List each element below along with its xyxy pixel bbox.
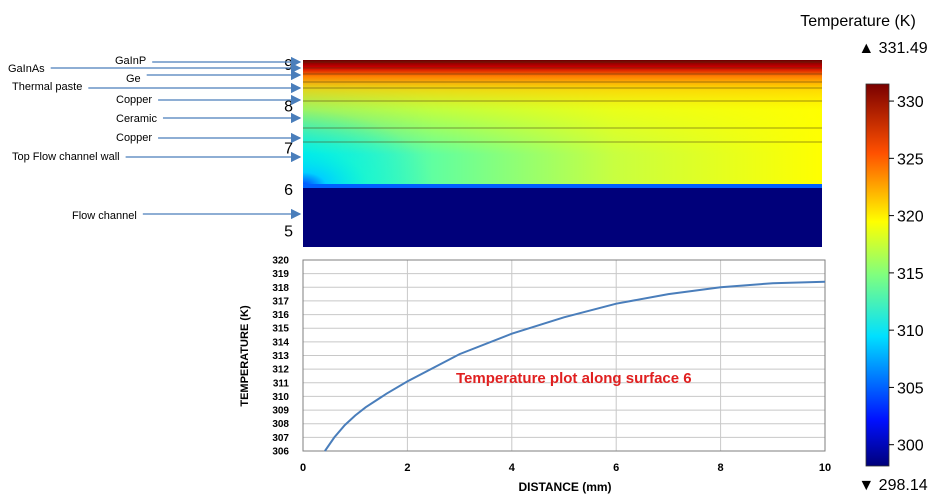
layer-label: Copper [116, 94, 152, 106]
x-axis-label: DISTANCE (mm) [518, 480, 611, 494]
heatmap-boundary [303, 184, 822, 188]
colorbar-tick-label: 320 [897, 209, 924, 226]
y-tick-label: 314 [272, 337, 289, 348]
layer-label: GaInP [115, 55, 146, 67]
y-tick-label: 312 [272, 365, 289, 376]
colorbar-tick-label: 325 [897, 151, 924, 168]
layer-label: Flow channel [72, 210, 137, 222]
y-tick-label: 318 [272, 283, 289, 294]
colorbar-tick-label: 315 [897, 266, 924, 283]
layer-label: Thermal paste [12, 81, 82, 93]
layer-label: Ge [126, 73, 141, 85]
y-axis-label: TEMPERATURE (K) [239, 305, 251, 407]
colorbar-tick-label: 300 [897, 438, 924, 455]
line-plot-panel: 306 307 308 309 310 311 312 313 314 315 316 317 318 3… [239, 256, 831, 495]
heatmap-cool-corner [303, 110, 433, 186]
heatmap-y-tick-label: 9 [284, 57, 293, 74]
y-tick-label: 319 [272, 269, 289, 280]
x-tick-label: 6 [613, 462, 619, 474]
y-tick-label: 313 [272, 351, 289, 362]
heatmap-y-tick-label: 8 [284, 99, 293, 116]
y-tick-label: 310 [272, 392, 289, 403]
layer-label: Copper [116, 132, 152, 144]
heatmap-y-tick-label: 5 [284, 223, 293, 240]
y-tick-label: 309 [272, 406, 289, 417]
colorbar-tick-label: 310 [897, 323, 924, 340]
temperature-curve [324, 280, 826, 452]
y-tick-label: 316 [272, 310, 289, 321]
plot-annotation: Temperature plot along surface 6 [456, 370, 692, 387]
layer-label: GaInAs [8, 63, 45, 75]
heatmap-panel: 5 6 7 8 9 GaInP GaInAs Ge Thermal paste Copper Ce… [8, 55, 822, 247]
colorbar-tick-label: 330 [897, 94, 924, 111]
colorbar-min-label: ▼ 298.14 [858, 477, 927, 494]
x-tick-label: 8 [718, 462, 724, 474]
y-tick-label: 311 [273, 378, 290, 389]
heatmap-flow-channel [303, 186, 822, 247]
colorbar-max-label: ▲ 331.49 [858, 40, 927, 57]
layer-label: Ceramic [116, 113, 157, 125]
y-tick-label: 320 [272, 256, 289, 267]
layer-label: Top Flow channel wall [12, 151, 120, 163]
y-tick-label: 306 [272, 447, 289, 458]
plot-frame [302, 259, 826, 452]
x-tick-label: 0 [300, 462, 306, 474]
heatmap-y-tick-label: 7 [284, 140, 293, 157]
colorbar-bar [865, 83, 890, 467]
y-tick-label: 317 [272, 296, 289, 307]
y-tick-label: 307 [272, 433, 289, 444]
heatmap-y-tick-label: 6 [284, 182, 293, 199]
colorbar-tick-label: 305 [897, 380, 924, 397]
colorbar-title: Temperature (K) [800, 13, 916, 30]
y-tick-label: 315 [272, 324, 289, 335]
x-tick-label: 10 [819, 462, 831, 474]
x-tick-label: 2 [404, 462, 410, 474]
y-tick-label: 308 [272, 419, 289, 430]
colorbar: Temperature (K) ▲ 331.49 300 305 310 315 320… [800, 13, 928, 494]
x-tick-label: 4 [509, 462, 516, 474]
